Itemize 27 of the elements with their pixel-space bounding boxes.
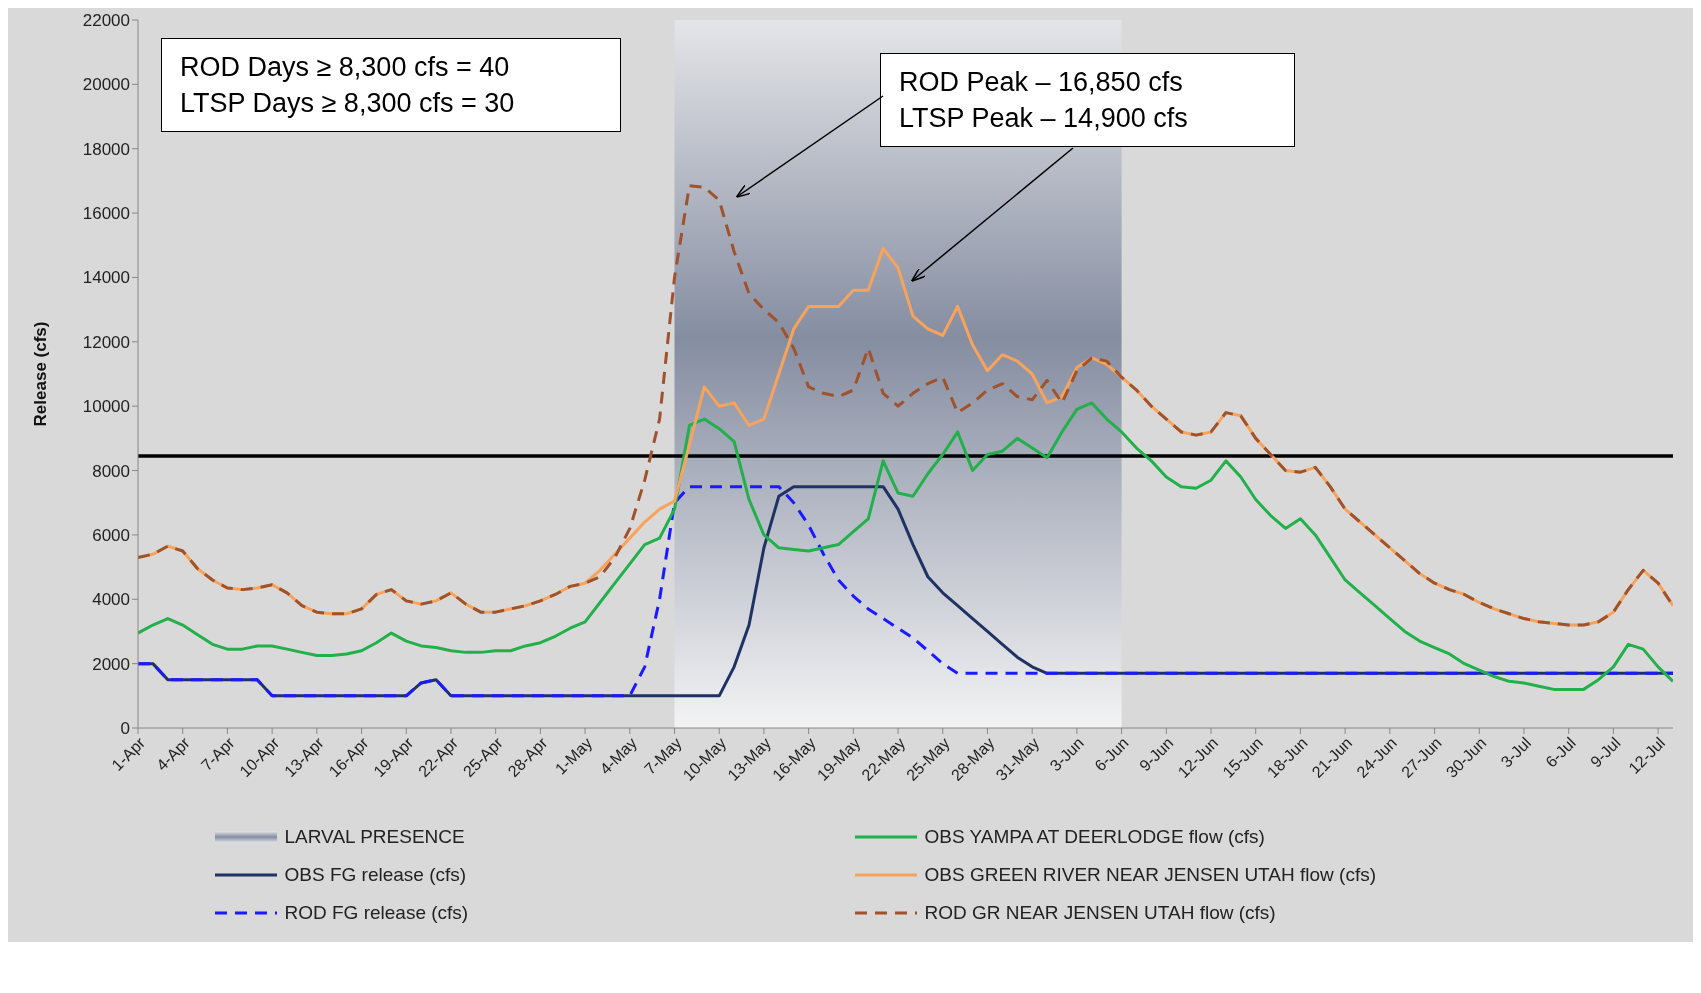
- y-tick-label: 12000: [82, 332, 130, 352]
- text-box: ROD Days ≥ 8,300 cfs = 40 LTSP Days ≥ 8,300 cfs = 30: [161, 38, 621, 132]
- line-series: [138, 485, 1673, 698]
- y-tick-label: 18000: [82, 139, 130, 159]
- annotation: ROD Peak – 16,850 cfs: [899, 66, 1184, 99]
- y-axis-title: Release (cfs): [31, 321, 51, 427]
- legend-label: ROD GR NEAR JENSEN UTAH flow (cfs): [924, 902, 1276, 924]
- annotation: ROD Days ≥ 8,300 cfs = 40: [180, 51, 511, 84]
- y-tick-label: 6000: [92, 525, 130, 545]
- y-tick-label: 20000: [82, 75, 130, 95]
- y-tick-label: 22000: [82, 11, 130, 31]
- y-tick-label: 2000: [92, 654, 130, 674]
- text-box: ROD Peak – 16,850 cfs LTSP Peak – 14,900 cfs: [880, 53, 1295, 147]
- y-tick-label: 8000: [92, 461, 130, 481]
- legend-label: ROD FG release (cfs): [284, 902, 469, 924]
- legend-label: OBS GREEN RIVER NEAR JENSEN UTAH flow (cfs): [924, 864, 1376, 886]
- legend-label: LARVAL PRESENCE: [284, 826, 465, 848]
- annotation: LTSP Days ≥ 8,300 cfs = 30: [180, 87, 516, 120]
- y-tick-label: 0: [120, 719, 130, 739]
- legend-label: OBS YAMPA AT DEERLODGE flow (cfs): [924, 826, 1265, 848]
- y-tick-label: 16000: [82, 204, 130, 224]
- line-series: [138, 401, 1673, 691]
- y-tick-label: 14000: [82, 268, 130, 288]
- annotation: LTSP Peak – 14,900 cfs: [899, 102, 1189, 135]
- y-tick-label: 10000: [82, 397, 130, 417]
- legend-label: OBS FG release (cfs): [284, 864, 467, 886]
- y-tick-label: 4000: [92, 590, 130, 610]
